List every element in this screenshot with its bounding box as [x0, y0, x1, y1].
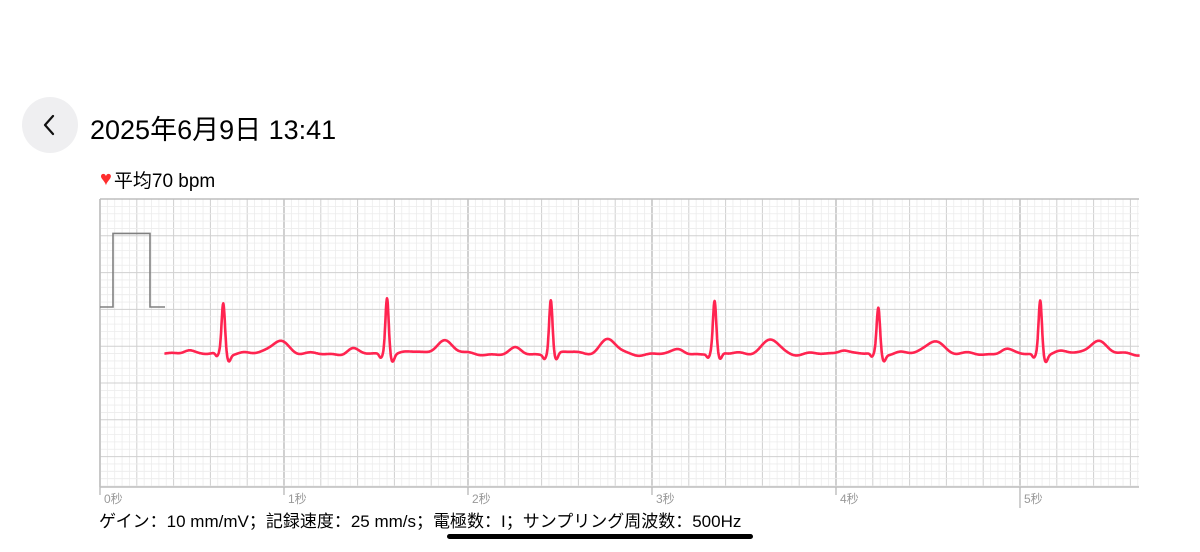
heart-icon: ♥ [100, 168, 112, 190]
x-tick-label: 5秒 [1024, 492, 1043, 506]
back-button[interactable] [22, 97, 78, 153]
recording-info: ゲイン：10 mm/mV；記録速度：25 mm/s；電極数：I；サンプリング周波… [99, 512, 742, 531]
home-indicator[interactable] [447, 534, 753, 539]
ecg-grid [99, 198, 1139, 508]
x-tick-label: 1秒 [288, 492, 307, 506]
ecg-trace [163, 297, 1141, 364]
x-tick-label: 4秒 [840, 492, 859, 506]
chevron-left-icon [43, 114, 55, 136]
average-heart-rate: ♥ 平均70 bpm [100, 166, 215, 193]
calibration-pulse [100, 232, 165, 308]
x-tick-label: 0秒 [104, 492, 123, 506]
x-tick-label: 2秒 [472, 492, 491, 506]
page-title: 2025年6月9日 13:41 [90, 115, 337, 145]
average-label: 平均70 bpm [113, 171, 216, 192]
x-tick-label: 3秒 [656, 492, 675, 506]
